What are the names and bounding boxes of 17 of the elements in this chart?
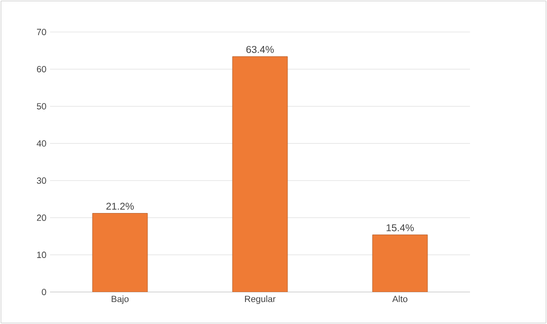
y-tick-label: 10 xyxy=(37,252,46,258)
bar xyxy=(92,213,148,292)
x-tick-label: Regular xyxy=(245,296,276,304)
y-tick-label: 20 xyxy=(36,214,46,221)
y-tick-label: 40 xyxy=(36,140,46,147)
bar xyxy=(372,234,428,292)
data-label: 15.4% xyxy=(386,224,414,232)
data-label: 21.2% xyxy=(106,202,134,210)
y-tick-label: 30 xyxy=(36,177,46,184)
x-tick-label: Alto xyxy=(392,296,408,302)
bar xyxy=(232,56,288,292)
y-tick-label: 0 xyxy=(42,288,46,296)
y-tick-label: 60 xyxy=(36,66,46,72)
x-tick-label: Bajo xyxy=(112,296,129,304)
y-tick-label: 50 xyxy=(36,103,46,110)
y-tick-label: 70 xyxy=(36,28,46,36)
data-label: 63.4% xyxy=(246,46,274,53)
